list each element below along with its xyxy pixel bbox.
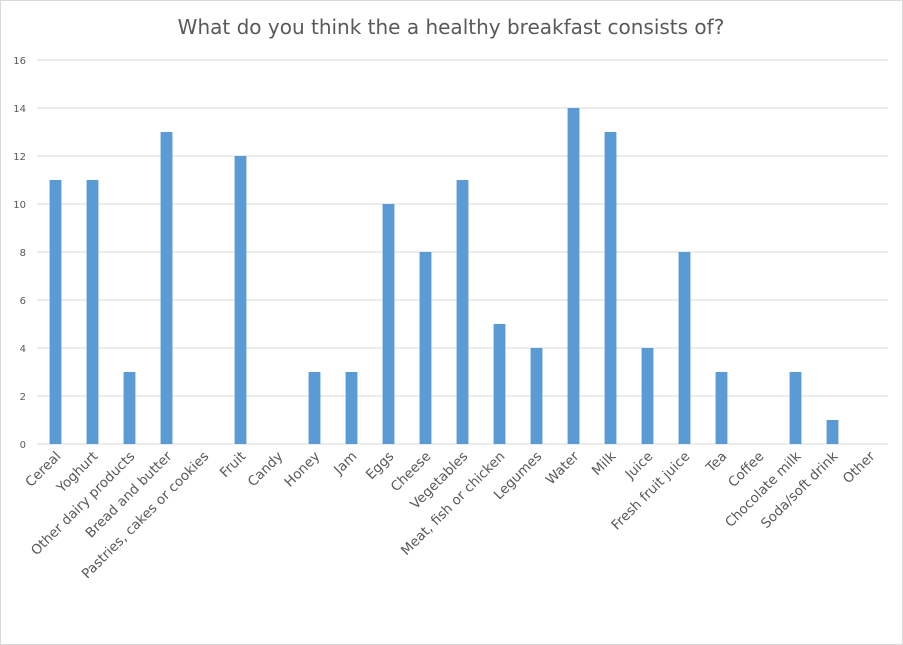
y-tick-label: 6	[20, 296, 26, 307]
bar	[715, 372, 728, 444]
bar	[160, 132, 173, 444]
bar	[530, 348, 543, 444]
x-tick-label: Candy	[245, 449, 287, 491]
bars	[49, 108, 839, 444]
y-tick-label: 10	[13, 200, 26, 211]
bar	[308, 372, 321, 444]
y-tick-label: 0	[20, 440, 26, 451]
bar	[345, 372, 358, 444]
bar	[234, 156, 247, 444]
x-tick-label: Fruit	[217, 449, 249, 481]
y-tick-label: 8	[20, 248, 26, 259]
bar	[604, 132, 617, 444]
x-tick-label: Tea	[702, 449, 730, 477]
x-tick-label: Juice	[622, 449, 657, 484]
y-tick-label: 16	[13, 56, 26, 67]
y-tick-label: 2	[20, 392, 26, 403]
x-tick-label: Other	[840, 448, 879, 487]
bar	[419, 252, 432, 444]
bar	[641, 348, 654, 444]
bar	[123, 372, 136, 444]
x-tick-label: Milk	[589, 448, 620, 479]
bar	[678, 252, 691, 444]
x-tick-label: Honey	[281, 449, 323, 491]
chart-title: What do you think the a healthy breakfas…	[178, 15, 725, 39]
x-tick-label: Water	[543, 448, 583, 488]
y-axis-ticks: 0 2 4 6 8 10 12 14 16	[13, 56, 26, 451]
x-tick-label: Jam	[330, 449, 360, 479]
y-tick-label: 12	[13, 152, 26, 163]
bar	[493, 324, 506, 444]
bar	[382, 204, 395, 444]
bar	[49, 180, 62, 444]
bar	[456, 180, 469, 444]
y-tick-label: 4	[20, 344, 26, 355]
x-tick-label: Eggs	[363, 449, 397, 483]
bar	[789, 372, 802, 444]
bar	[567, 108, 580, 444]
bar	[826, 420, 839, 444]
bar	[86, 180, 99, 444]
y-tick-label: 14	[13, 104, 26, 115]
